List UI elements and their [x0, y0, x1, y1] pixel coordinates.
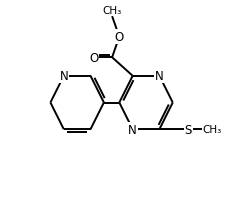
Text: S: S [184, 123, 191, 136]
Text: N: N [128, 123, 137, 136]
Text: N: N [154, 70, 163, 83]
Text: CH₃: CH₃ [102, 6, 121, 16]
Text: O: O [89, 52, 98, 64]
Text: N: N [59, 70, 68, 83]
Text: O: O [114, 31, 123, 44]
Text: CH₃: CH₃ [202, 125, 221, 135]
